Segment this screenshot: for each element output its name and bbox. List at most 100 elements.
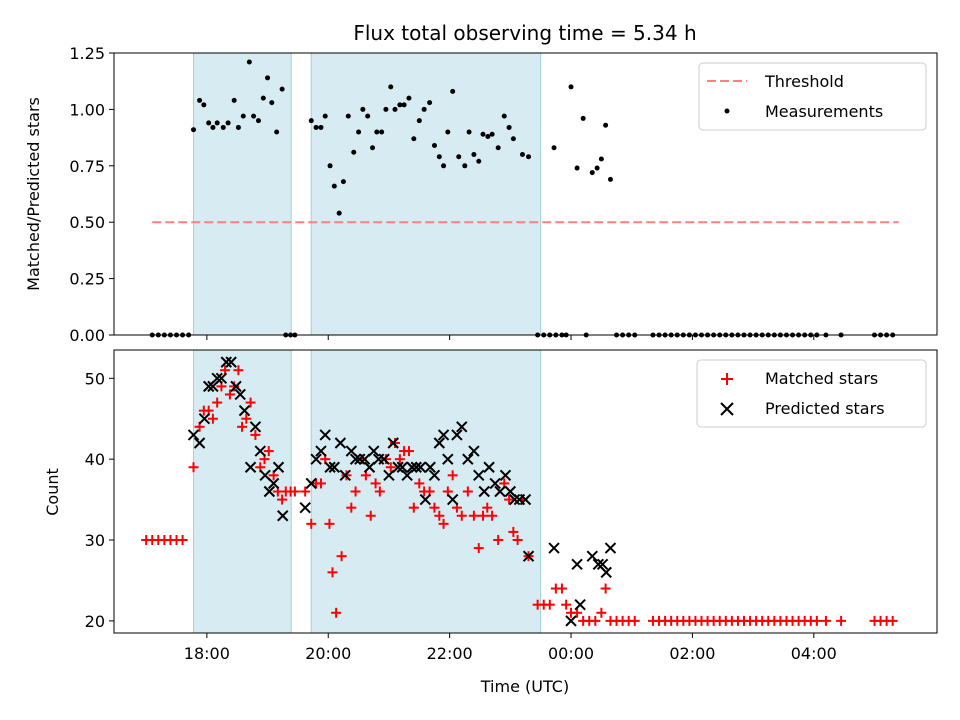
predicted-star-point	[272, 461, 285, 473]
matched-star-point	[390, 437, 401, 448]
bottom-plot-frame	[113, 349, 938, 634]
measurement-point	[365, 113, 371, 119]
measurement-point	[427, 100, 433, 106]
measurement-point	[485, 133, 491, 139]
top-x-ticks	[206, 335, 815, 340]
matched-star-point	[212, 397, 223, 408]
measurement-point	[397, 102, 403, 108]
matched-star-point	[504, 494, 515, 505]
matched-star-point	[811, 615, 822, 626]
predicted-star-point	[478, 485, 490, 498]
predicted-star-point	[234, 388, 246, 401]
top-panel: 0.00 0.25 0.50 0.75 1.00 1.25 Matched/Predict…	[24, 44, 938, 345]
measurement-point	[466, 129, 472, 135]
measurement-point	[480, 131, 486, 137]
predicted-star-point	[310, 453, 322, 465]
predicted-star-point	[244, 461, 257, 473]
matched-star-point	[229, 381, 240, 392]
predicted-star-point	[522, 550, 535, 562]
measurement-point	[411, 136, 417, 142]
matched-star-point	[374, 486, 385, 497]
legend-matched-label: Matched stars	[765, 369, 878, 388]
matched-star-point	[462, 486, 473, 497]
predicted-star-point	[446, 493, 459, 506]
matched-star-point	[512, 535, 523, 546]
predicted-star-point	[401, 469, 413, 482]
matched-star-point	[493, 535, 504, 546]
predicted-star-point	[574, 598, 586, 611]
predicted-star-point	[571, 558, 583, 570]
predicted-star-point	[468, 445, 480, 457]
measurement-point	[345, 113, 351, 119]
matched-star-point	[590, 615, 601, 626]
predicted-star-point	[378, 453, 390, 465]
top-y-axis: 0.00 0.25 0.50 0.75 1.00 1.25	[69, 44, 114, 345]
matched-star-point	[600, 583, 611, 594]
measurement-point	[495, 145, 501, 151]
predicted-star-point	[442, 453, 454, 465]
predicted-star-point	[254, 445, 266, 457]
predicted-star-point	[424, 461, 436, 473]
predicted-star-point	[600, 566, 612, 579]
matched-star-point	[277, 494, 288, 505]
matched-star-point	[629, 615, 640, 626]
predicted-star-point	[230, 380, 242, 393]
matched-star-point	[434, 510, 445, 521]
predicted-star-point	[220, 356, 232, 368]
measurement-point	[308, 118, 314, 124]
measurement-point	[235, 124, 241, 130]
measurement-point	[360, 106, 366, 112]
measurement-point	[351, 149, 357, 155]
bottom-y-tick-label: 40	[85, 450, 105, 469]
bottom-x-axis: 18:00 20:00 22:00 00:00 02:00 04:00	[184, 633, 837, 663]
predicted-star-point	[392, 461, 404, 473]
chart-title: Flux total observing time = 5.34 h	[353, 21, 696, 45]
measurement-point	[379, 129, 385, 135]
matched-star-point	[478, 510, 489, 521]
predicted-star-point	[383, 469, 395, 482]
bottom-legend: Matched stars Predicted stars	[696, 359, 927, 428]
measurement-point	[476, 158, 482, 164]
matched-star-point	[468, 510, 479, 521]
matched-star-point	[241, 413, 252, 424]
matched-star-point	[336, 551, 347, 562]
matched-star-point	[331, 607, 342, 618]
matched-star-point	[508, 526, 519, 537]
measurement-point	[441, 163, 447, 169]
top-shaded-region	[310, 52, 542, 336]
matched-star-point	[188, 462, 199, 473]
measurement-point	[260, 95, 266, 101]
legend-measurements-swatch	[724, 108, 730, 114]
predicted-star-point	[267, 477, 280, 490]
measurement-point	[436, 154, 442, 160]
measurement-point	[331, 183, 337, 189]
measurement-point	[603, 122, 609, 128]
matched-star-point	[473, 543, 484, 554]
matched-star-point	[836, 615, 847, 626]
matched-star-point	[544, 599, 555, 610]
measurement-point	[445, 129, 451, 135]
predicted-star-point	[187, 429, 200, 441]
predicted-star-point	[368, 445, 380, 457]
matched-star-point	[438, 518, 449, 529]
x-tick-label: 04:00	[791, 644, 837, 663]
matched-star-point	[456, 510, 467, 521]
measurement-point	[462, 163, 468, 169]
measurement-point	[526, 154, 532, 160]
predicted-star-point	[489, 477, 501, 490]
legend-predicted-label: Predicted stars	[765, 399, 885, 418]
top-y-axis-label: Matched/Predicted stars	[24, 97, 43, 291]
measurement-point	[392, 106, 398, 112]
matched-star-point	[403, 446, 414, 457]
measurement-point	[231, 97, 237, 103]
predicted-star-point	[586, 550, 598, 562]
measurement-point	[607, 176, 613, 182]
predicted-star-point	[565, 615, 577, 627]
predicted-star-point	[354, 453, 366, 465]
matched-star-point	[237, 421, 248, 432]
predicted-star-point	[596, 558, 609, 570]
measurement-point	[210, 124, 216, 130]
measurement-point	[255, 118, 261, 124]
